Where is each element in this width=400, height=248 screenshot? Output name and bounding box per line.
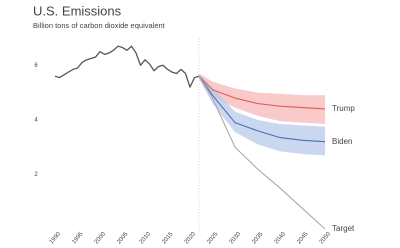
uncertainty-band bbox=[199, 73, 325, 156]
x-tick-label: 1990 bbox=[49, 231, 63, 246]
x-tick-label: 2040 bbox=[274, 231, 288, 246]
line bbox=[198, 75, 326, 143]
x-tick-label: 2020 bbox=[184, 231, 198, 246]
x-tick-label: 2030 bbox=[229, 231, 243, 246]
x-tick-label: 2025 bbox=[206, 231, 220, 246]
line bbox=[198, 75, 326, 230]
line bbox=[54, 45, 200, 88]
x-tick-label: 2000 bbox=[94, 231, 108, 246]
chart-title: U.S. Emissions bbox=[33, 3, 122, 18]
series-label: Biden bbox=[332, 137, 352, 146]
x-tick-label: 2005 bbox=[116, 231, 130, 246]
chart-subtitle: Billion tons of carbon dioxide equivalen… bbox=[33, 21, 166, 30]
uncertainty-band bbox=[199, 73, 325, 124]
x-tick-label: 2035 bbox=[251, 231, 265, 246]
x-tick-label: 1995 bbox=[71, 231, 85, 246]
x-tick-label: 2050 bbox=[319, 231, 333, 246]
series-label: Target bbox=[332, 224, 355, 233]
x-tick-label: 2010 bbox=[139, 231, 153, 246]
x-tick-label: 2045 bbox=[296, 231, 310, 246]
x-tick-label: 2015 bbox=[161, 231, 175, 246]
y-tick-label: 6 bbox=[34, 63, 38, 69]
y-tick-label: 2 bbox=[34, 172, 38, 178]
line bbox=[198, 75, 326, 110]
series-label: Trump bbox=[332, 104, 355, 113]
y-tick-label: 4 bbox=[34, 117, 38, 123]
